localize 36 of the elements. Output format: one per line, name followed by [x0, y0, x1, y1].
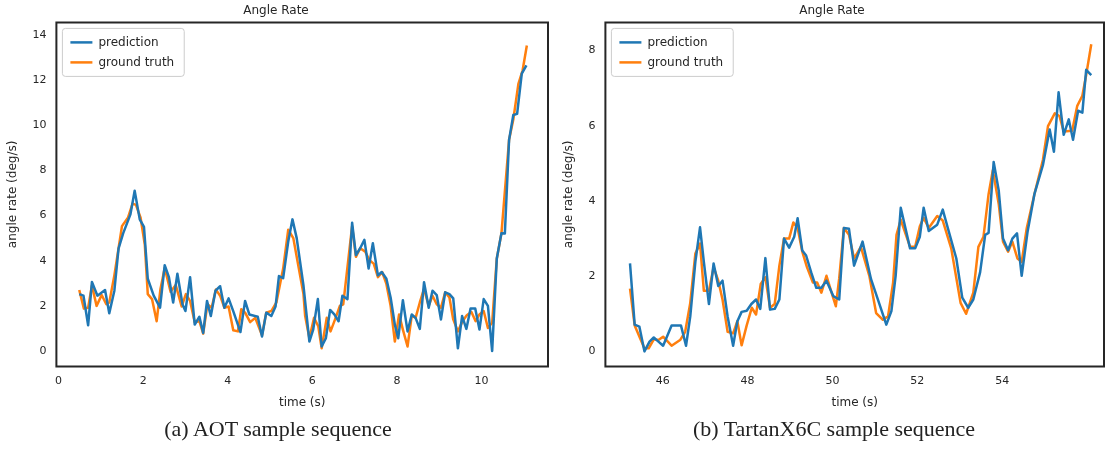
x-tick-label: 0 [55, 373, 63, 387]
x-tick-label: 50 [825, 373, 840, 387]
y-tick-label: 10 [32, 118, 47, 132]
y-tick-label: 8 [39, 163, 47, 177]
x-tick-label: 8 [393, 373, 401, 387]
x-tick-label: 6 [308, 373, 316, 387]
y-tick-label: 2 [588, 269, 596, 283]
y-tick-label: 8 [588, 43, 596, 57]
legend-label: ground truth [98, 54, 175, 69]
x-tick-label: 52 [910, 373, 925, 387]
y-axis-title: angle rate (deg/s) [5, 140, 20, 249]
legend-label: ground truth [647, 54, 724, 69]
y-tick-label: 14 [32, 27, 47, 41]
y-axis-title: angle rate (deg/s) [561, 140, 576, 249]
x-tick-label: 2 [139, 373, 147, 387]
y-tick-label: 0 [588, 344, 596, 358]
x-tick-label: 54 [995, 373, 1010, 387]
chart-title: Angle Rate [799, 3, 865, 18]
text: (a) AOT sample sequence [163, 416, 393, 442]
text: (b) TartanX6C sample sequence [691, 416, 977, 442]
y-tick-label: 6 [588, 118, 596, 132]
x-axis-title: time (s) [278, 394, 326, 409]
y-tick-label: 6 [39, 208, 47, 222]
x-tick-label: 48 [740, 373, 755, 387]
x-tick-label: 4 [224, 373, 232, 387]
chart-title: Angle Rate [243, 3, 309, 18]
legend-label: prediction [647, 34, 708, 49]
x-tick-label: 10 [474, 373, 489, 387]
y-tick-label: 2 [39, 298, 47, 312]
y-tick-label: 0 [39, 343, 47, 357]
y-tick-label: 12 [32, 72, 47, 86]
x-axis-title: time (s) [831, 394, 878, 409]
legend-label: prediction [98, 34, 159, 49]
y-tick-label: 4 [39, 253, 47, 267]
y-tick-label: 4 [588, 193, 596, 207]
x-tick-label: 46 [655, 373, 670, 387]
